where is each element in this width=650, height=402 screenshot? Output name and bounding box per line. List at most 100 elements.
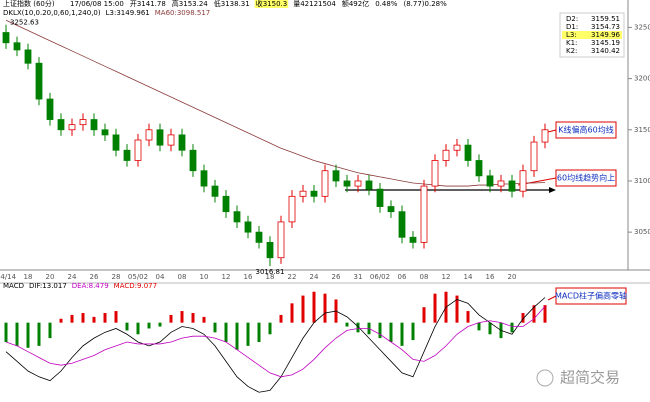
y-tick-label: 3150 [634, 126, 650, 134]
level-name: K2: [566, 47, 577, 55]
header-field: 17/06/08 15:00 [70, 0, 124, 8]
x-tick-label: 18 [266, 273, 275, 281]
macd-bar [257, 322, 261, 342]
high-label: 3252.63 [10, 19, 39, 27]
macd-bar [455, 295, 459, 323]
macd-bar [400, 322, 404, 346]
candle-body [156, 129, 164, 146]
candle-body [112, 134, 120, 151]
annotation: 60均线趋势向上 [557, 173, 615, 183]
macd-bar [411, 322, 415, 341]
macd-bar [4, 322, 8, 342]
macd-bar [114, 311, 118, 323]
macd-bar [312, 291, 316, 323]
x-tick-label: 06/02 [370, 273, 390, 281]
candle-body [431, 160, 439, 187]
x-tick-label: 16 [486, 273, 495, 281]
y-tick-label: 3050 [634, 228, 650, 236]
x-tick-label: 08 [420, 273, 429, 281]
level-value: 3154.73 [591, 23, 620, 31]
candle-body [211, 185, 219, 197]
y-tick-label: 3250 [634, 23, 650, 31]
candle-body [288, 195, 296, 223]
macd-bar [345, 322, 349, 327]
macd-bar [59, 318, 63, 323]
indicator-label: MA60:3098.517 [155, 9, 211, 17]
header-field: 开3141.78 [130, 0, 166, 8]
low-label: 3016.81 [256, 268, 285, 276]
candle-body [178, 134, 186, 151]
candle-body [365, 180, 373, 190]
annotation: K线偏高60均线 [558, 125, 613, 135]
candle-body [519, 170, 527, 192]
candle-body [189, 149, 197, 172]
candle-body [321, 170, 329, 197]
header-field: 高3153.24 [172, 0, 208, 8]
level-value: 3145.19 [591, 39, 620, 47]
macd-bar [488, 322, 492, 335]
header-field: 额492亿 [342, 0, 369, 8]
candle-body [46, 98, 54, 120]
macd-bar [246, 322, 250, 346]
x-tick-label: 08 [178, 273, 187, 281]
macd-bar [521, 313, 525, 323]
x-tick-label: 31 [354, 273, 363, 281]
macd-bar [466, 311, 470, 323]
macd-bar [191, 313, 195, 323]
x-tick-label: 12 [442, 273, 451, 281]
candle-body [2, 32, 10, 44]
candle-body [35, 62, 43, 100]
level-name: D2: [566, 15, 578, 23]
candle-body [24, 49, 32, 64]
candle-body [464, 144, 472, 161]
macd-bar [477, 322, 481, 331]
candle-body [233, 211, 241, 223]
indicator-label: DEA:8.479 [72, 282, 109, 290]
x-tick-label: 16 [244, 273, 253, 281]
watermark-icon [536, 369, 554, 387]
macd-bar [543, 305, 547, 323]
y-tick-label: 3200 [634, 75, 650, 83]
macd-bar [15, 322, 19, 346]
candle-body [398, 211, 406, 238]
candle-body [310, 190, 318, 197]
candle-body [134, 139, 142, 161]
level-name: D1: [566, 23, 578, 31]
macd-bar [213, 322, 217, 333]
candle-body [90, 119, 98, 131]
level-value: 3149.96 [591, 31, 620, 39]
macd-bar [202, 316, 206, 323]
level-name: K1: [566, 39, 577, 47]
x-tick-label: 20 [46, 273, 55, 281]
x-tick-label: 26 [332, 273, 341, 281]
header-field: 0.48% [375, 0, 398, 8]
candle-body [13, 42, 21, 51]
macd-bar [81, 313, 85, 323]
candle-body [299, 190, 307, 197]
x-tick-label: 04 [156, 273, 165, 281]
candle-body [409, 236, 417, 243]
candle-body [244, 221, 252, 233]
macd-bar [48, 322, 52, 339]
annotation-pointer [547, 129, 557, 133]
macd-bar [235, 322, 239, 350]
macd-bar [125, 322, 129, 331]
x-tick-label: 10 [200, 273, 209, 281]
level-name: L3: [566, 31, 577, 39]
candle-body [376, 188, 384, 207]
header-field: (8.77)0.28% [403, 0, 447, 8]
ma-line [5, 19, 546, 187]
macd-bar [510, 322, 514, 333]
annotation: MACD柱子偏高零轴 [555, 291, 627, 301]
level-value: 3140.42 [591, 47, 620, 55]
candle-body [442, 149, 450, 161]
x-tick-label: 12 [222, 273, 231, 281]
candle-body [530, 141, 538, 172]
candle-body [222, 195, 230, 213]
candle-body [387, 206, 395, 213]
x-tick-label: 24 [310, 273, 319, 281]
macd-bar [290, 303, 294, 323]
highlight [254, 0, 289, 8]
candle-body [145, 129, 153, 141]
x-tick-label: 24 [68, 273, 77, 281]
